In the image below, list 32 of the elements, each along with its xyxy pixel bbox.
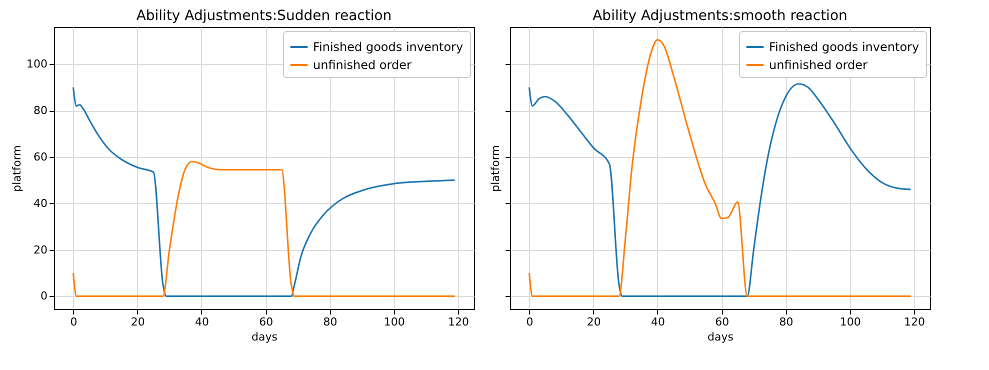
x-axis-title: days [252, 330, 278, 344]
chart-title: Ability Adjustments:Sudden reaction [136, 8, 392, 24]
x-tick-label: 0 [526, 316, 534, 328]
line-series [72, 160, 456, 298]
legend-label: Finished goods inventory [313, 40, 464, 54]
x-tick-label: 60 [259, 316, 274, 328]
y-tick-label: 20 [34, 243, 48, 256]
x-tick-label: 0 [70, 316, 78, 328]
x-axis-title: days [708, 330, 734, 344]
y-axis-title: platform [10, 145, 24, 192]
y-tick-label: 80 [34, 104, 48, 118]
y-axis-title: platform [489, 145, 502, 192]
legend-label: unfinished order [313, 58, 412, 72]
chart-title: Ability Adjustments:smooth reaction [592, 8, 848, 24]
line-series [72, 86, 456, 298]
x-tick-label: 100 [840, 316, 861, 328]
x-tick-label: 120 [448, 316, 469, 328]
x-tick-label: 20 [130, 316, 145, 328]
x-tick-label: 100 [384, 316, 405, 328]
y-tick-label: 60 [34, 150, 48, 164]
x-tick-label: 60 [715, 316, 730, 328]
x-tick-label: 80 [323, 316, 338, 328]
y-tick-label: 40 [34, 196, 48, 210]
y-tick-label: 100 [26, 58, 48, 71]
legend-label: unfinished order [769, 58, 868, 72]
x-tick-label: 80 [779, 316, 794, 328]
x-tick-label: 40 [194, 316, 209, 328]
legend-label: Finished goods inventory [769, 40, 920, 54]
x-tick-label: 120 [904, 316, 925, 328]
x-tick-label: 20 [586, 316, 601, 328]
y-tick-label: 0 [40, 290, 48, 303]
x-tick-label: 40 [650, 316, 665, 328]
